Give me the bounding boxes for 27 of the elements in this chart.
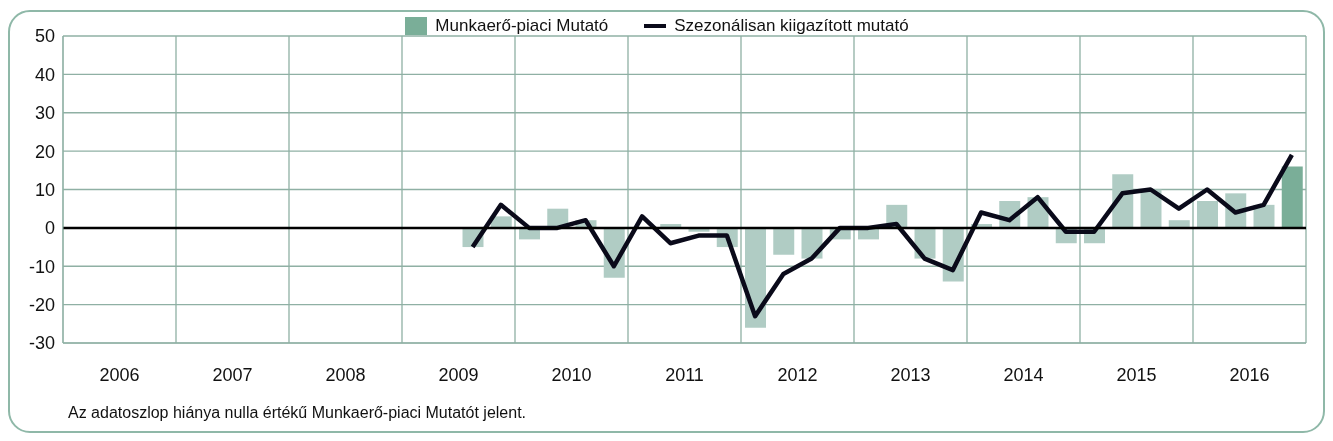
- bar: [1281, 166, 1303, 228]
- x-tick-label: 2011: [665, 365, 704, 385]
- y-tick-label: 40: [34, 64, 55, 85]
- x-tick-label: 2007: [212, 365, 253, 385]
- y-tick-label: -20: [28, 295, 55, 316]
- y-tick-label: -10: [28, 256, 55, 277]
- y-tick-label: 50: [34, 26, 55, 47]
- x-tick-label: 2016: [1229, 365, 1270, 385]
- x-tick-label: 2009: [438, 365, 479, 385]
- bar: [773, 227, 795, 255]
- legend-label: Munkaerő-piaci Mutató: [435, 16, 609, 36]
- x-tick-label: 2014: [1003, 365, 1044, 385]
- x-tick-label: 2015: [1116, 365, 1157, 385]
- text: Az adatoszlop hiánya nulla értékű Munkaerő-piaci Mutatót jelent.: [68, 404, 527, 422]
- line-series: [470, 152, 1295, 319]
- x-tick-label: 2006: [99, 365, 140, 385]
- legend-label: Szezonálisan kiigazított mutató: [674, 16, 909, 36]
- x-tick-label: 2008: [325, 365, 366, 385]
- y-tick-label: 0: [44, 218, 55, 239]
- x-tick-label: 2012: [777, 365, 818, 385]
- y-tick-label: 20: [34, 141, 55, 162]
- y-tick-label: 30: [34, 103, 55, 124]
- y-tick-label: -30: [28, 333, 55, 354]
- x-tick-label: 2013: [890, 365, 931, 385]
- y-tick-label: 10: [34, 179, 55, 200]
- bar: [1197, 201, 1218, 228]
- x-tick-label: 2010: [551, 365, 592, 385]
